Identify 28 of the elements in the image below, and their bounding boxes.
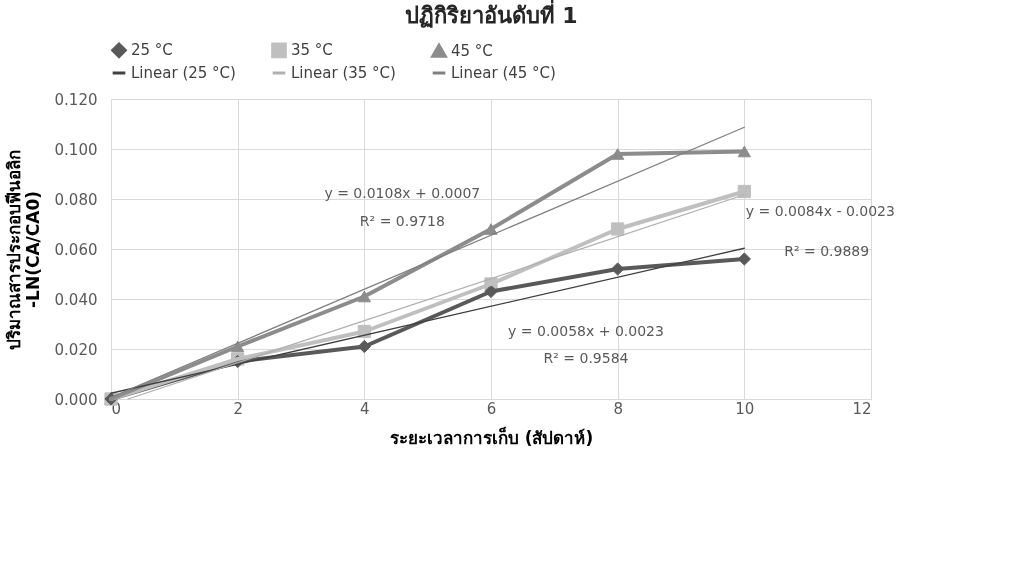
chart-title: ปฏิกิริยาอันดับที่ 1	[404, 0, 578, 28]
annotation: R² = 0.9584	[543, 350, 629, 366]
annotation: R² = 0.9718	[359, 212, 445, 229]
x-axis-title: ระยะเวลาการเก็บ (สัปดาห์)	[389, 425, 594, 448]
legend-label: 35 °C	[291, 41, 333, 60]
y-tick-label: 0.000	[54, 390, 98, 409]
x-tick-label: 2	[233, 399, 243, 418]
x-tick-label: 6	[486, 399, 497, 418]
x-tick-label: 12	[852, 399, 872, 418]
annotation: R² = 0.9889	[784, 242, 870, 259]
legend-label: Linear (35 °C)	[291, 64, 396, 82]
y-tick-label: 0.100	[54, 140, 98, 159]
annotation: y = 0.0084x - 0.0023	[745, 202, 895, 219]
legend-label: 45 °C	[451, 41, 493, 60]
y-tick-label: 0.020	[54, 340, 98, 359]
legend-label: Linear (25 °C)	[131, 64, 236, 82]
annotation: y = 0.0058x + 0.0023	[508, 322, 664, 339]
x-tick-label: 8	[613, 399, 623, 418]
y-tick-label: 0.060	[54, 240, 98, 259]
annotation: y = 0.0108x + 0.0007	[324, 185, 481, 201]
y-tick-label: 0.120	[54, 90, 98, 109]
y-tick-label: 0.080	[54, 190, 98, 209]
x-tick-label: 4	[360, 399, 370, 418]
x-tick-label: 10	[735, 399, 755, 418]
legend-label: 25 °C	[131, 41, 173, 60]
y-axis-title: ปริมาณสารประกอบฟีนอลิก -LN(CA/CA0)	[3, 149, 43, 350]
legend-label: Linear (45 °C)	[451, 64, 556, 82]
y-tick-label: 0.040	[54, 290, 98, 309]
